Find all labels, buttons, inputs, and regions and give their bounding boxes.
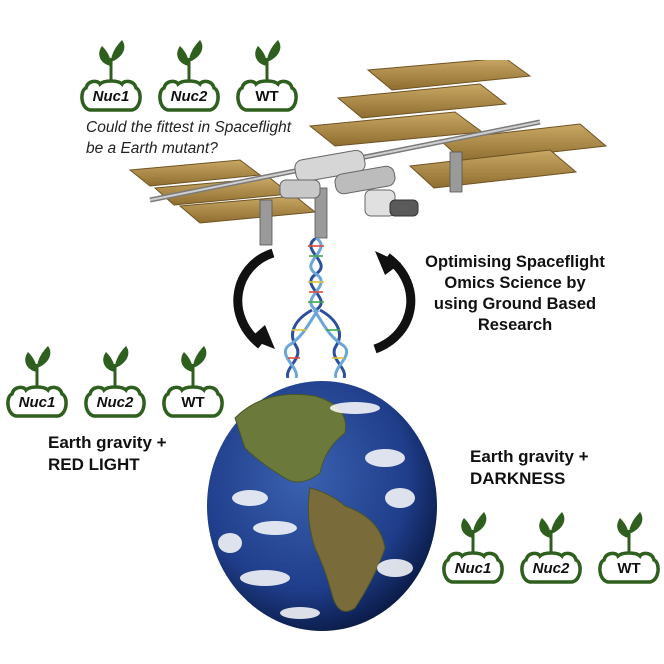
dna-helix-icon [284, 238, 348, 378]
plant-pot-icon [520, 512, 582, 584]
curved-arrow-left [233, 248, 275, 349]
south-america-landmass [307, 487, 386, 612]
curved-arrow-right [373, 253, 416, 354]
plant-pot-icon [6, 346, 68, 418]
condition-line-1: Earth gravity + [48, 433, 167, 452]
question-line-2: be a Earth mutant? [86, 140, 218, 157]
condition-line-2: RED LIGHT [48, 455, 140, 474]
plant-label: Nuc2 [170, 88, 208, 105]
arrow-head-left [249, 325, 275, 349]
plant-nuc1: Nuc1 [78, 36, 144, 122]
plant-nuc2: Nuc2 [156, 36, 222, 122]
plant-group-red-light: Nuc1 Nuc2 WT [4, 342, 234, 432]
plant-label: Nuc1 [92, 88, 130, 105]
plant-wt: WT [234, 36, 300, 122]
plant-pot-icon [442, 512, 504, 584]
plant-pot-icon [236, 40, 298, 112]
plant-nuc2: Nuc2 [82, 342, 148, 428]
north-america-landmass [234, 393, 347, 483]
plant-label: Nuc1 [454, 560, 492, 577]
plant-label: WT [255, 88, 279, 105]
condition-line-1: Earth gravity + [470, 447, 589, 466]
cycle-arrows [233, 248, 416, 354]
caption-line-2: Omics Science by [444, 274, 586, 292]
plant-label: WT [617, 560, 641, 577]
solar-array-right [308, 60, 608, 189]
plant-pot-icon [80, 40, 142, 112]
question-line-1: Could the fittest in Spaceflight [86, 119, 292, 136]
plant-pot-icon [158, 40, 220, 112]
earth-globe [207, 381, 437, 631]
plant-wt: WT [160, 342, 226, 428]
plant-wt: WT [596, 508, 662, 594]
caption-line-4: Research [477, 316, 553, 334]
research-question: Could the fittest in Spaceflight be a Ea… [86, 117, 291, 159]
plant-nuc1: Nuc1 [440, 508, 506, 594]
plant-label: Nuc2 [96, 394, 134, 411]
plant-label: WT [181, 394, 205, 411]
plant-pot-icon [162, 346, 224, 418]
caption-line-1: Optimising Spaceflight [425, 253, 605, 271]
arrow-head-right [375, 251, 401, 275]
station-modules [279, 149, 419, 217]
clouds [218, 402, 415, 619]
plant-label: Nuc1 [18, 394, 56, 411]
condition-red-light: Earth gravity + RED LIGHT [48, 432, 167, 476]
caption-line-3: using Ground Based [433, 295, 597, 313]
research-caption: Optimising Spaceflight Omics Science by … [400, 252, 630, 336]
plant-group-darkness: Nuc1 Nuc2 WT [440, 508, 664, 598]
condition-darkness: Earth gravity + DARKNESS [470, 446, 589, 490]
condition-line-2: DARKNESS [470, 469, 566, 488]
plant-group-spaceflight: Nuc1 Nuc2 WT [78, 36, 308, 126]
plant-pot-icon [84, 346, 146, 418]
plant-label: Nuc2 [532, 560, 570, 577]
plant-pot-icon [598, 512, 660, 584]
plant-nuc1: Nuc1 [4, 342, 70, 428]
space-station-illustration [128, 60, 608, 246]
plant-nuc2: Nuc2 [518, 508, 584, 594]
